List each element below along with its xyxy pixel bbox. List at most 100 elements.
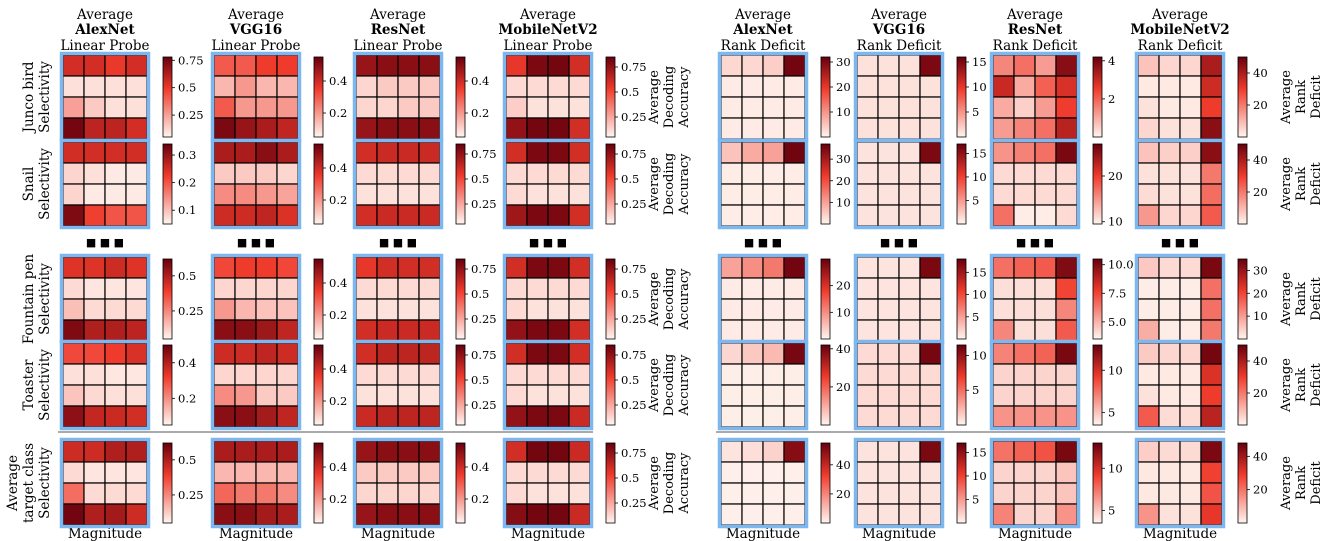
colorbar-tick-label: 0.4	[329, 74, 347, 88]
x-axis-label: Magnitude	[219, 526, 293, 541]
heatmap-cell	[1013, 482, 1036, 505]
heatmap-cell	[783, 183, 806, 206]
heatmap-cell	[1055, 384, 1078, 407]
heatmap-cell	[255, 319, 278, 342]
heatmap-cell	[276, 54, 299, 77]
heatmap-cell	[376, 141, 399, 164]
heatmap-cell	[568, 363, 591, 386]
colorbar-tick-label: 0.25	[178, 108, 204, 122]
heatmap-cell	[720, 183, 743, 206]
heatmap-cell	[125, 141, 148, 164]
heatmap-cell	[568, 461, 591, 484]
heatmap-cell	[568, 319, 591, 342]
heatmap-cell	[505, 503, 528, 526]
heatmap-cell	[762, 96, 785, 119]
heatmap-cell	[1200, 162, 1223, 185]
heatmap-cell	[355, 461, 378, 484]
colorbar-tick-label: 0.4	[178, 356, 196, 370]
heatmap-cell	[992, 54, 1015, 77]
heatmap-cell	[1013, 363, 1036, 386]
heatmap-cell	[83, 503, 106, 526]
colorbar-tick-label: 0.25	[471, 197, 497, 211]
heatmap-cell	[898, 96, 921, 119]
heatmap-cell	[234, 440, 257, 463]
heatmap-cell	[276, 363, 299, 386]
heatmap-cell	[255, 162, 278, 185]
heatmap-cell	[355, 204, 378, 227]
heatmap-cell	[762, 461, 785, 484]
heatmap-cell	[526, 384, 549, 407]
heatmap-frame	[989, 437, 1081, 529]
heatmap-cell	[1158, 342, 1181, 365]
heatmap-cell	[783, 298, 806, 321]
heatmap-cell	[877, 384, 900, 407]
colorbar	[162, 442, 173, 524]
heatmap-cell	[1055, 256, 1078, 279]
colorbar-tick-label: 0.5	[178, 269, 196, 283]
colorbar-tick-label: 0.1	[178, 203, 196, 217]
heatmap-cell	[1200, 75, 1223, 98]
heatmap-cell	[1200, 482, 1223, 505]
heatmap-cell	[276, 503, 299, 526]
x-axis-label: Magnitude	[361, 526, 435, 541]
heatmap-cell	[547, 75, 570, 98]
heatmap-cell	[376, 96, 399, 119]
heatmap-cell	[418, 384, 441, 407]
heatmap-cell	[505, 96, 528, 119]
heatmap-panel: 5 10 15	[853, 437, 987, 529]
colorbar-tick-label: 0.2	[329, 394, 347, 408]
colorbar-tick-label: 20	[1108, 169, 1123, 183]
colorbar-tick-label: 0.75	[471, 348, 497, 362]
heatmap-cell	[856, 75, 879, 98]
colorbar	[820, 442, 831, 524]
heatmap-cell	[418, 54, 441, 77]
heatmap-panel: 0.2 0.4	[352, 437, 489, 529]
heatmap-cell	[992, 440, 1015, 463]
heatmap-cell	[83, 482, 106, 505]
heatmap-cell	[856, 461, 879, 484]
heatmap-cell	[418, 482, 441, 505]
heatmap-cell	[1158, 440, 1181, 463]
colorbar-tick-label: 10	[972, 288, 987, 302]
heatmap-cell	[856, 117, 879, 140]
colorbar-label: Decoding	[662, 268, 677, 330]
colorbar-label: Accuracy	[677, 354, 692, 417]
colorbar-label: Average	[1279, 70, 1294, 125]
heatmap-cell	[83, 96, 106, 119]
heatmap-cell	[856, 342, 879, 365]
heatmap-cell	[125, 319, 148, 342]
heatmap-panel: 0.25 0.5 0.75	[59, 51, 204, 143]
heatmap-cell	[505, 256, 528, 279]
col-title-top: Average	[227, 7, 284, 23]
colorbar	[1092, 143, 1103, 225]
heatmap-cell	[547, 384, 570, 407]
heatmap-cell	[568, 162, 591, 185]
heatmap-cell	[1013, 162, 1036, 185]
colorbar-label: Decoding	[662, 452, 677, 514]
heatmap-panel: 0.2 0.4	[210, 138, 347, 230]
colorbar	[956, 344, 967, 426]
heatmap-cell	[1158, 75, 1181, 98]
heatmap-cell	[213, 141, 236, 164]
colorbar-label: Decoding	[662, 153, 677, 215]
ellipsis-marker: ■ ■ ■	[529, 236, 567, 249]
heatmap-cell	[505, 342, 528, 365]
colorbar-tick-label: 20	[1253, 483, 1268, 497]
heatmap-cell	[992, 384, 1015, 407]
colorbar-tick-label: 15	[972, 265, 987, 279]
heatmap-cell	[213, 461, 236, 484]
colorbar-label: Average	[647, 456, 662, 511]
heatmap-cell	[741, 319, 764, 342]
heatmap-cell	[898, 440, 921, 463]
colorbar	[820, 143, 831, 225]
heatmap-cell	[720, 75, 743, 98]
heatmap-cell	[992, 277, 1015, 300]
heatmap-cell	[568, 75, 591, 98]
heatmap-cell	[1034, 141, 1057, 164]
heatmap-cell	[783, 162, 806, 185]
heatmap-cell	[720, 96, 743, 119]
heatmap-cell	[1137, 54, 1160, 77]
heatmap-frame	[352, 339, 444, 431]
heatmap-cell	[568, 440, 591, 463]
colorbar-tick-label: 30	[1253, 263, 1268, 277]
